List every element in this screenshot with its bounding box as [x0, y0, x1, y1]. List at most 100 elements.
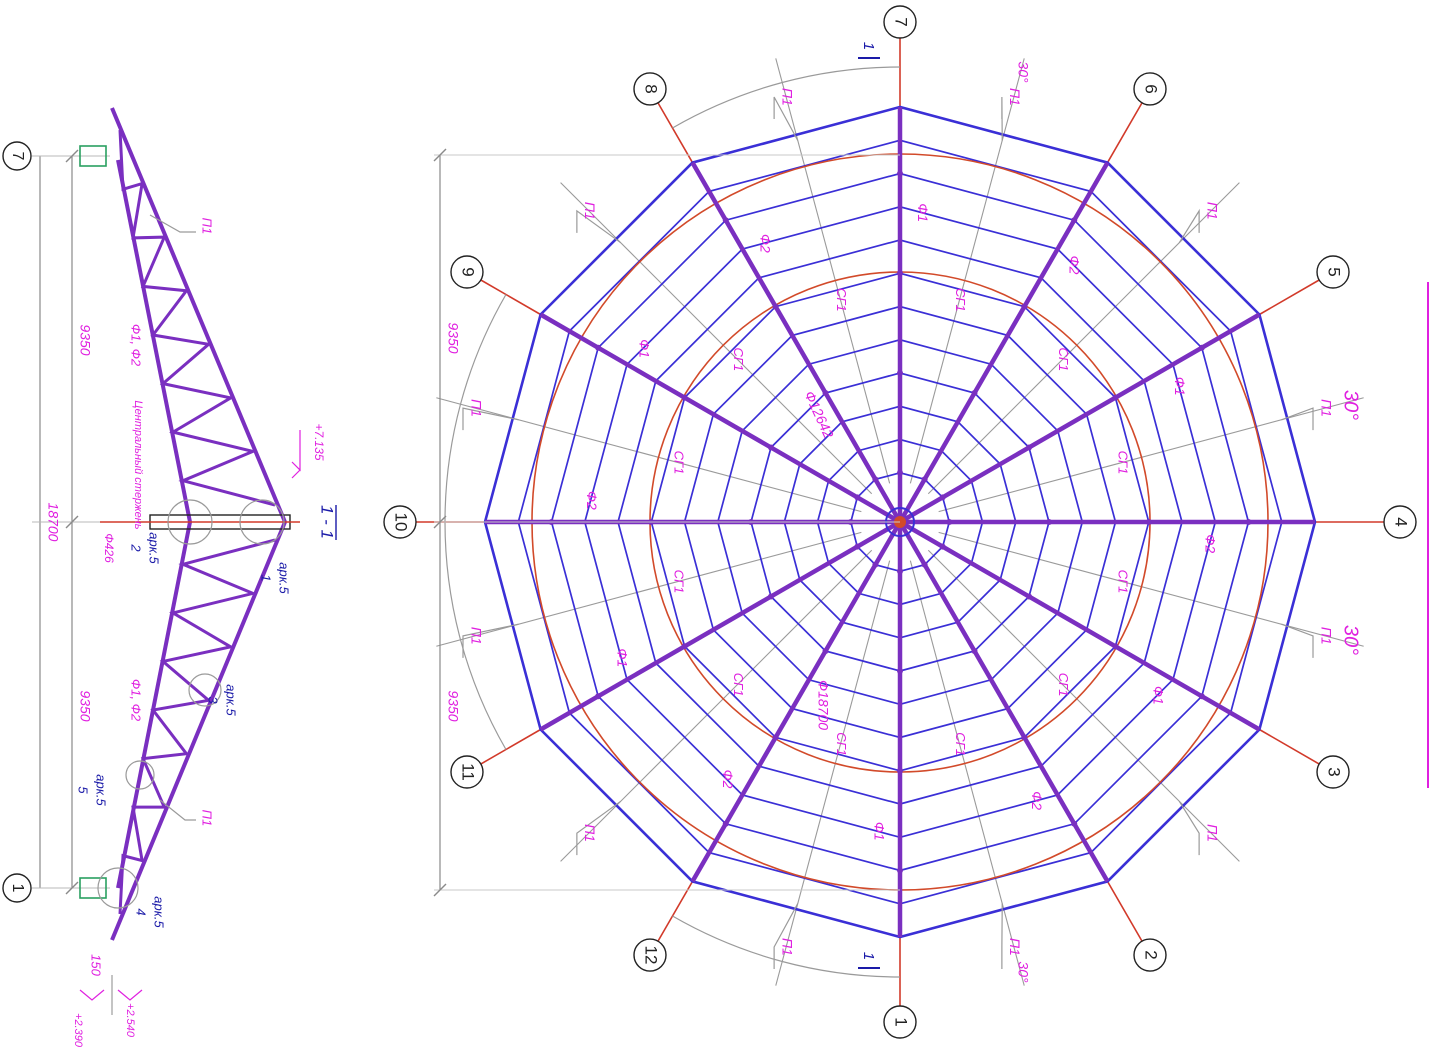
- truss-web: [118, 538, 276, 915]
- rib-node: [854, 494, 861, 501]
- angle-arc: [672, 915, 901, 978]
- purlin-label: П1: [1007, 938, 1023, 956]
- detail-callout-sheet: арк.5: [94, 774, 109, 806]
- purlin-spoke: [938, 397, 1364, 513]
- purlin-spoke: [775, 560, 891, 986]
- section-1-1: 7 1 18700 9350 9350 1 - 1 +7.135 Центральный ст…: [2, 107, 337, 1048]
- axis-label: 7: [892, 17, 911, 26]
- axis-bubble-9: [450, 255, 484, 289]
- purlin-label: П1: [1204, 824, 1220, 842]
- section-axis-bubble-7: [2, 141, 32, 171]
- leader-line: [1281, 623, 1314, 658]
- axis-bubble-11: [450, 755, 484, 789]
- purlin-label: П1: [582, 824, 598, 842]
- support-left: [79, 145, 107, 167]
- ring-label: СГ1: [953, 732, 968, 756]
- rib-node: [897, 270, 903, 277]
- rib-node: [939, 494, 946, 501]
- section-title: 1 - 1: [318, 505, 337, 539]
- rib-node: [722, 820, 729, 827]
- central-post-diameter-label: Ф426: [102, 533, 116, 563]
- inner-diameter-label: Ф12642: [801, 388, 837, 440]
- plan-dim-tick: [433, 148, 447, 162]
- leader-line: [576, 209, 622, 244]
- rib-node: [595, 693, 602, 700]
- axis-label: 11: [459, 763, 478, 781]
- axis-bubble-8: [633, 72, 667, 106]
- section-axis-bubble-1: [2, 873, 32, 903]
- rib-node: [722, 217, 729, 224]
- ring-label: СГ1: [953, 288, 968, 312]
- rib-node: [767, 444, 774, 451]
- ring-label: СГ1: [834, 732, 849, 756]
- angle-label-right-1: 30°: [1340, 390, 1362, 420]
- purlin-label: П1: [468, 399, 484, 417]
- purlin-spoke: [560, 549, 873, 862]
- rib-node: [897, 170, 903, 177]
- section-dim-half-label: 9350: [77, 690, 93, 721]
- axis-line-5: [1254, 278, 1321, 318]
- purlin-label: П1: [200, 218, 215, 235]
- axis-bubble-5: [1316, 255, 1350, 289]
- plan-dim-tick: [433, 515, 447, 529]
- support-right: [79, 877, 107, 899]
- level-top-mark: [291, 430, 301, 479]
- axis-bubble-12: [633, 938, 667, 972]
- rib-label: Ф1: [915, 203, 931, 222]
- rib-node: [772, 734, 779, 741]
- rib-node: [595, 344, 602, 351]
- level-support-top-label: +2.540: [124, 1003, 136, 1038]
- level-support-bottom-label: +2.390: [72, 1013, 84, 1048]
- axis-bubble-6: [1133, 72, 1167, 106]
- detail-callout-circle: [125, 760, 155, 790]
- rib-node: [1112, 394, 1119, 401]
- rib-label: Ф1: [872, 822, 888, 841]
- rib-node: [767, 593, 774, 600]
- axis-bubble-3: [1316, 755, 1350, 789]
- ring-label: СГ1: [1116, 570, 1131, 594]
- purlin-spoke: [938, 531, 1364, 647]
- section-dim-half-label: 9350: [77, 324, 93, 355]
- ring-label: СГ1: [1056, 348, 1071, 372]
- axis-label: 3: [1325, 767, 1344, 776]
- truss-bottom-chord: [116, 159, 192, 523]
- rib-node: [897, 370, 903, 376]
- axis-label: 8: [642, 84, 661, 93]
- leader-line: [159, 799, 196, 821]
- section-axis-label: 1: [9, 884, 26, 893]
- purlin-spoke: [909, 58, 1025, 484]
- rib-label: Ф1: [1150, 686, 1166, 705]
- rib-node: [897, 767, 903, 774]
- plan-dim-label: 9350: [445, 690, 461, 721]
- rib-label: Ф1: [615, 648, 631, 667]
- dome-plan: 123456789101112Ф1Ф2Ф1Ф2Ф1Ф2Ф1Ф2Ф1Ф2Ф1Ф2С…: [383, 5, 1429, 1039]
- section-dim-total-label: 18700: [45, 503, 61, 542]
- angle-label-bottom: 30°: [1015, 961, 1031, 983]
- detail-callout-circle: [239, 499, 285, 545]
- axis-line-9: [479, 278, 546, 318]
- detail-callout-sheet: арк.5: [147, 532, 162, 564]
- leader-line: [773, 903, 799, 970]
- rib-node: [872, 476, 879, 483]
- rib-node: [1026, 593, 1033, 600]
- rib-label: Ф2: [1029, 791, 1045, 810]
- axis-line-8: [656, 101, 696, 168]
- axis-bubble-4: [1383, 505, 1417, 539]
- rib-node: [822, 389, 829, 396]
- purlin-spoke: [436, 397, 862, 513]
- rib-node: [854, 543, 861, 550]
- purlin-spoke: [927, 549, 1240, 862]
- rib-node: [921, 476, 928, 483]
- rib-label: Ф2: [720, 770, 736, 789]
- plan-dim-tick: [433, 883, 447, 897]
- rib-node: [1245, 519, 1252, 525]
- angle-arc: [672, 66, 901, 129]
- axis-line-2: [1104, 876, 1144, 943]
- ring-label: СГ1: [731, 348, 746, 372]
- axis-bubble-2: [1133, 938, 1167, 972]
- ring-label: СГ1: [671, 570, 686, 594]
- purlin-spoke: [436, 531, 862, 647]
- section-mark-bottom: 1: [860, 952, 877, 960]
- rib-node: [1021, 303, 1028, 310]
